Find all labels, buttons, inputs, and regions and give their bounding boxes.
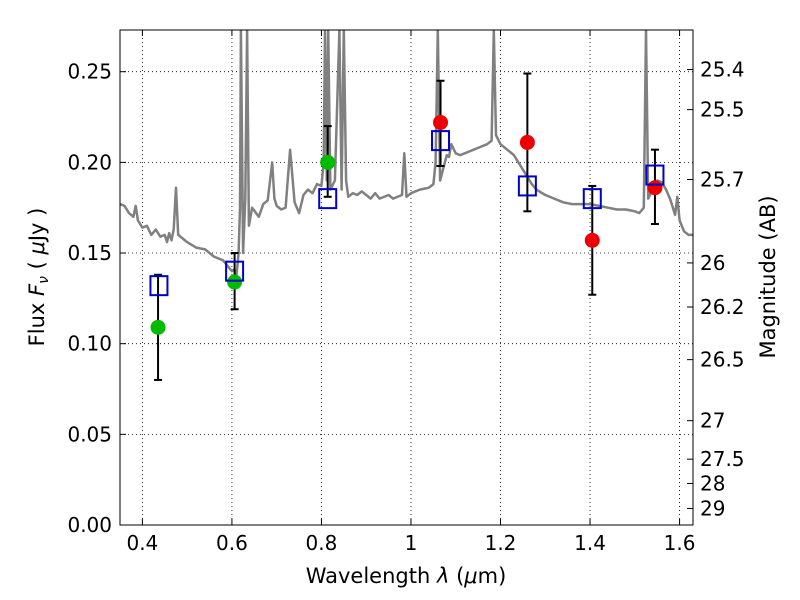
- ticks: 0.4 0.6 0.8 1 1.2 1.4 1.6 0.00 0.05 0.10 0.15 0.20 0…: [67, 30, 745, 555]
- y2-tick-label: 28: [700, 471, 725, 495]
- model-photometry-box: [225, 260, 245, 282]
- x-tick-label: 0.4: [126, 531, 158, 555]
- y2-tick-label: 27.5: [700, 447, 745, 471]
- nir-point: [519, 134, 535, 150]
- model-photometry-box: [582, 188, 602, 210]
- x-tick-label: 1.6: [664, 531, 696, 555]
- x-tick-label: 1.4: [574, 531, 606, 555]
- x-tick-label: 0.6: [216, 531, 248, 555]
- y2-tick-label: 26.2: [700, 295, 745, 319]
- y-tick-label: 0.25: [67, 60, 112, 84]
- model-photometry-box: [318, 188, 338, 210]
- data-points: [150, 114, 663, 335]
- optical-point: [150, 319, 166, 335]
- errorbars: [154, 72, 659, 381]
- model-photometry-box: [645, 164, 665, 186]
- grid: [120, 30, 693, 526]
- y2-tick-label: 27: [700, 409, 725, 433]
- model-photometry: [149, 130, 665, 297]
- y2-tick-label: 25.4: [700, 58, 745, 82]
- y2-tick-label: 25.5: [700, 98, 745, 122]
- nir-point: [647, 180, 663, 196]
- model-spectrum: [120, 30, 693, 278]
- y-axis-title: Flux Fν ( μJy ): [25, 208, 52, 347]
- x-tick-label: 0.8: [306, 531, 338, 555]
- model-photometry-box: [517, 175, 537, 197]
- model-photometry-box: [431, 130, 451, 152]
- y-tick-label: 0.05: [67, 422, 112, 446]
- y2-tick-label: 26: [700, 251, 725, 275]
- y2-tick-label: 25.7: [700, 168, 745, 192]
- nir-point: [433, 114, 449, 130]
- x-tick-label: 1: [405, 531, 418, 555]
- y2-axis-title: Magnitude (AB): [756, 195, 780, 358]
- y-tick-label: 0.00: [67, 513, 112, 537]
- y-tick-label: 0.10: [67, 332, 112, 356]
- y-tick-label: 0.20: [67, 150, 112, 174]
- x-axis-title: Wavelength λ (μm): [306, 564, 507, 588]
- optical-point: [227, 274, 243, 290]
- nir-point: [584, 232, 600, 248]
- x-tick-label: 1.2: [485, 531, 517, 555]
- plot-frame: [119, 29, 694, 526]
- model-photometry-box: [149, 275, 169, 297]
- optical-point: [320, 154, 336, 170]
- y-tick-label: 0.15: [67, 241, 112, 265]
- y2-tick-label: 29: [700, 496, 725, 520]
- model-spectrum-line: [120, 30, 693, 278]
- y2-tick-label: 26.5: [700, 348, 745, 372]
